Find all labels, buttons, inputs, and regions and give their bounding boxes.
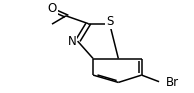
Text: Br: Br — [166, 76, 179, 89]
Text: N: N — [67, 35, 76, 48]
Text: O: O — [48, 1, 57, 15]
Text: S: S — [106, 15, 113, 28]
